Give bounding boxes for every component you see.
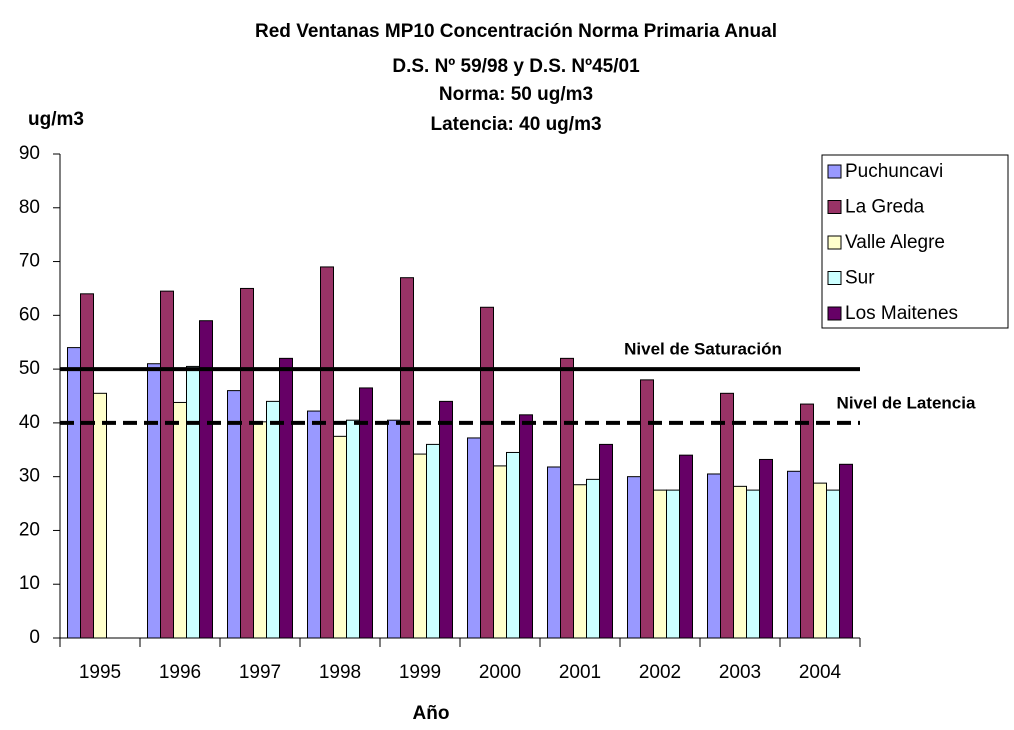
bar [173, 401, 187, 639]
legend-swatch [827, 235, 842, 250]
bar [839, 463, 853, 639]
x-tick-label: 2002 [639, 662, 681, 683]
y-tick-label: 40 [19, 412, 40, 433]
y-tick-label: 20 [19, 519, 40, 540]
x-tick-label: 2000 [479, 662, 521, 683]
bar [560, 357, 574, 639]
legend-swatch [827, 271, 842, 285]
bar [186, 365, 200, 639]
bar [787, 470, 801, 639]
y-tick-label: 60 [19, 304, 40, 325]
bar [413, 453, 427, 639]
bar [746, 489, 760, 639]
bar [653, 489, 667, 639]
bar [547, 466, 561, 639]
chart-title: Latencia: 40 ug/m3 [430, 114, 601, 135]
legend-box [821, 154, 1009, 329]
y-tick-label: 50 [19, 358, 40, 379]
bar [679, 454, 693, 639]
reference-label: Nivel de Latencia [837, 393, 976, 412]
bar [333, 435, 347, 639]
bar [733, 485, 747, 639]
legend-swatch [827, 200, 842, 214]
bar [813, 482, 827, 639]
bar [426, 443, 440, 639]
legend-label: Los Maitenes [845, 303, 958, 324]
x-tick-label: 2003 [719, 662, 761, 683]
bar [666, 489, 680, 639]
y-tick-label: 80 [19, 197, 40, 218]
y-tick-label: 30 [19, 466, 40, 487]
legend-label: Puchuncavi [845, 161, 943, 182]
bar [307, 410, 321, 639]
reference-label: Nivel de Saturación [624, 340, 782, 359]
legend-label: Valle Alegre [845, 232, 945, 253]
bar [320, 266, 334, 639]
bar [826, 489, 840, 639]
bar [480, 306, 494, 639]
y-tick-label: 10 [19, 573, 40, 594]
chart-title: Red Ventanas MP10 Concentración Norma Pr… [255, 21, 777, 42]
x-tick-label: 1999 [399, 662, 441, 683]
bar [493, 465, 507, 639]
bar [387, 419, 401, 639]
bar [227, 390, 241, 639]
x-axis-label: Año [413, 703, 450, 724]
bar [439, 400, 453, 639]
bar [346, 419, 360, 639]
y-tick-label: 0 [29, 627, 40, 648]
bar [573, 484, 587, 639]
bar [506, 451, 520, 639]
bar [800, 403, 814, 639]
chart-title: D.S. Nº 59/98 y D.S. Nº45/01 [392, 56, 640, 77]
bar [586, 478, 600, 639]
bar [759, 458, 773, 639]
y-tick-label: 70 [19, 251, 40, 272]
bar [707, 473, 721, 639]
legend-label: La Greda [845, 197, 925, 218]
x-tick-label: 1996 [159, 662, 201, 683]
y-tick-label: 90 [19, 143, 40, 164]
x-tick-label: 1997 [239, 662, 281, 683]
bar [279, 357, 293, 639]
legend-swatch [827, 164, 842, 179]
bar [80, 293, 94, 639]
y-axis-label: ug/m3 [28, 109, 84, 130]
legend-label: Sur [845, 268, 875, 289]
bar [627, 476, 641, 639]
bar [359, 387, 373, 639]
legend-swatch [827, 306, 842, 321]
x-tick-label: 2004 [799, 662, 842, 683]
chart-title: Norma: 50 ug/m3 [439, 84, 593, 105]
x-tick-label: 2001 [559, 662, 601, 683]
bar [400, 277, 414, 639]
bar [253, 421, 267, 639]
x-tick-label: 1998 [319, 662, 361, 683]
bar [599, 443, 613, 639]
bar [147, 363, 161, 639]
bar [720, 392, 734, 639]
bar [640, 379, 654, 639]
bar [240, 287, 254, 639]
x-tick-label: 1995 [79, 662, 121, 683]
bar [160, 290, 174, 639]
bar [467, 437, 481, 639]
bar [67, 347, 81, 639]
bar [266, 400, 280, 639]
bar [519, 414, 533, 639]
bar [93, 392, 107, 639]
